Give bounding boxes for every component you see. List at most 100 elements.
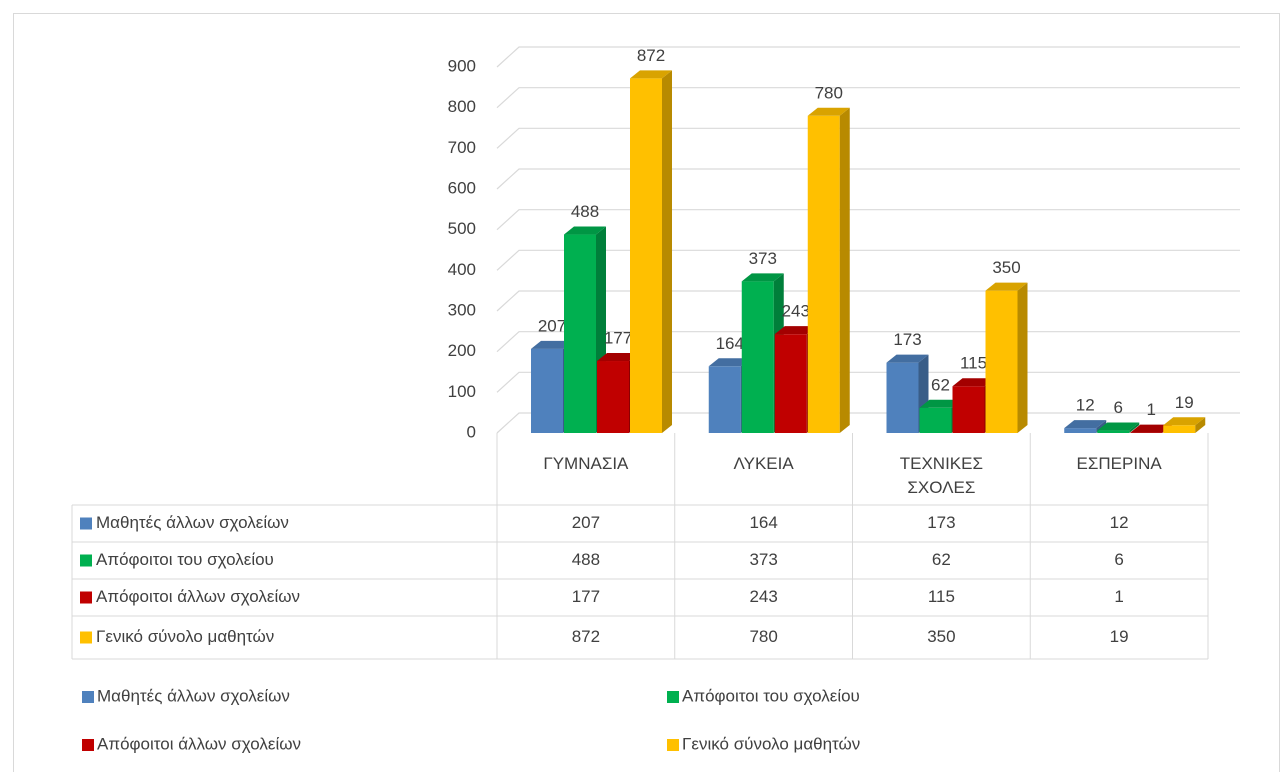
- y-tick-label: 800: [448, 97, 476, 116]
- y-tick-label: 0: [467, 422, 476, 441]
- bar-front: [531, 348, 563, 433]
- bar-front: [807, 115, 840, 434]
- bar: [807, 107, 850, 434]
- x-tick-label: ΤΕΧΝΙΚΕΣ ΣΧΟΛΕΣ: [899, 454, 983, 497]
- bar-front: [630, 78, 662, 434]
- bar: [1097, 422, 1140, 433]
- data-label: 62: [931, 375, 950, 394]
- bar-top: [531, 340, 573, 349]
- bar-side: [839, 107, 850, 434]
- table-cell: 488: [572, 550, 600, 569]
- bar-top: [597, 353, 639, 362]
- legend-key: [82, 739, 94, 751]
- grid-line: [496, 46, 1240, 68]
- x-tick-label: ΕΣΠΕΡΙΝΑ: [1076, 454, 1162, 473]
- grid-line: [496, 168, 1240, 190]
- legend-key: [82, 691, 94, 703]
- bar-side: [1017, 282, 1028, 433]
- y-tick-label: 400: [448, 260, 476, 279]
- y-tick-label: 300: [448, 300, 476, 319]
- bar-front: [708, 366, 741, 433]
- bar-front: [919, 407, 952, 433]
- data-label: 872: [637, 46, 665, 65]
- data-label: 350: [992, 258, 1020, 277]
- table-row-label: Γενικό σύνολο μαθητών: [96, 627, 274, 646]
- table-cell: 164: [749, 513, 777, 532]
- data-label: 115: [960, 354, 987, 373]
- y-tick-label: 600: [448, 178, 476, 197]
- bar-front: [564, 234, 596, 433]
- table-legend-key: [80, 517, 92, 530]
- bar-side: [1129, 422, 1140, 433]
- y-tick-label: 200: [448, 341, 476, 360]
- bar-top: [708, 358, 751, 367]
- table-row-label: Απόφοιτοι του σχολείου: [96, 550, 274, 569]
- table-legend-key: [80, 591, 92, 604]
- bar-front: [1064, 428, 1097, 433]
- bar-top: [807, 107, 850, 116]
- table-cell: 19: [1110, 627, 1129, 646]
- data-label: 243: [782, 302, 810, 321]
- bar-top: [1097, 422, 1140, 431]
- data-label: 1: [1147, 400, 1156, 419]
- data-label: 164: [716, 334, 744, 353]
- grid-line: [496, 127, 1240, 149]
- bar: [1163, 417, 1206, 433]
- table-cell: 780: [749, 627, 777, 646]
- data-label: 780: [815, 83, 843, 102]
- bar-front: [985, 290, 1018, 433]
- data-label: 12: [1076, 396, 1095, 415]
- table-cell: 243: [749, 587, 777, 606]
- data-label: 373: [749, 249, 777, 268]
- grid-line: [496, 290, 1240, 312]
- table-cell: 1: [1114, 587, 1123, 606]
- table-legend-key: [80, 631, 92, 644]
- table-row-label: Απόφοιτοι άλλων σχολείων: [96, 587, 300, 606]
- table-cell: 62: [932, 550, 951, 569]
- y-tick-label: 900: [448, 56, 476, 75]
- y-tick-label: 100: [448, 382, 476, 401]
- table-cell: 207: [572, 513, 600, 532]
- bar-side: [1195, 417, 1206, 433]
- table-cell: 6: [1114, 550, 1123, 569]
- bar-top: [630, 70, 672, 79]
- data-label: 19: [1175, 393, 1194, 412]
- data-label: 488: [571, 202, 599, 221]
- x-tick-label: ΛΥΚΕΙΑ: [733, 454, 794, 473]
- bar: [985, 282, 1028, 433]
- y-tick-label: 700: [448, 138, 476, 157]
- bar-top: [1064, 420, 1107, 429]
- data-label: 177: [604, 329, 632, 348]
- bar-top: [886, 354, 929, 363]
- x-tick-label: ΓΥΜΝΑΣΙΑ: [543, 454, 629, 473]
- legend-key: [667, 739, 679, 751]
- bar-front: [1097, 430, 1130, 433]
- bar-side: [662, 70, 672, 434]
- table-cell: 373: [749, 550, 777, 569]
- table-cell: 12: [1110, 513, 1129, 532]
- bar-front: [886, 362, 919, 433]
- data-label: 173: [893, 330, 921, 349]
- legend-label: Απόφοιτοι άλλων σχολείων: [97, 734, 301, 753]
- legend-label: Γενικό σύνολο μαθητών: [682, 734, 860, 753]
- bar-top: [985, 282, 1028, 291]
- bar-front: [1163, 425, 1196, 433]
- grid-line: [496, 209, 1240, 231]
- legend-label: Μαθητές άλλων σχολείων: [97, 686, 290, 705]
- table-legend-key: [80, 554, 92, 567]
- data-label: 6: [1114, 398, 1123, 417]
- bar: [741, 273, 784, 433]
- bar-top: [1163, 417, 1206, 426]
- table-cell: 115: [928, 587, 955, 606]
- y-tick-label: 500: [448, 219, 476, 238]
- bar-top: [741, 273, 784, 282]
- bar-top: [564, 226, 606, 235]
- table-cell: 350: [927, 627, 955, 646]
- bar-top: [952, 378, 995, 387]
- bar-top: [774, 326, 817, 335]
- grid-line: [496, 249, 1240, 271]
- bar-top: [1130, 424, 1173, 433]
- table-cell: 872: [572, 627, 600, 646]
- bar: [630, 70, 672, 434]
